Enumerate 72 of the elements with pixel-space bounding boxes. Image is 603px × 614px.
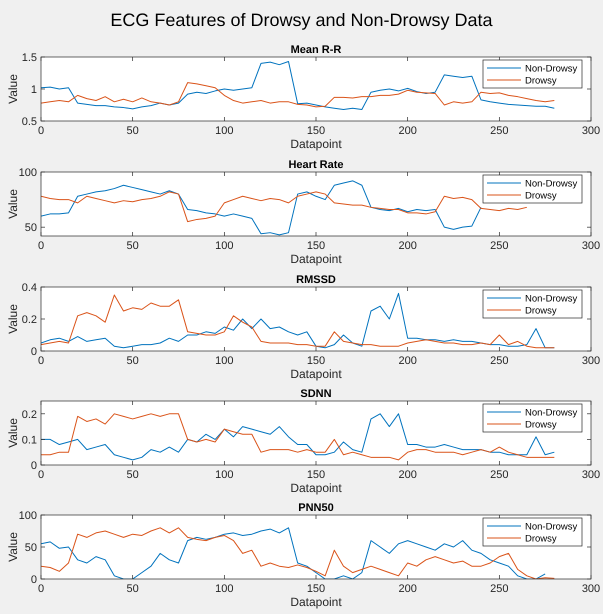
- chart-title: ECG Features of Drowsy and Non-Drowsy Data: [110, 10, 494, 30]
- y-tick-label: 0: [30, 346, 37, 358]
- legend-label: Drowsy: [525, 190, 557, 202]
- y-axis-title: Value: [6, 418, 20, 448]
- x-tick-label: 250: [490, 583, 509, 595]
- chart-title: SDNN: [300, 388, 332, 400]
- x-tick-label: 100: [215, 240, 234, 252]
- line-series: [41, 180, 482, 236]
- x-tick-label: 250: [490, 240, 509, 252]
- x-tick-label: 300: [582, 469, 600, 481]
- chart-title: RMSSD: [296, 274, 336, 286]
- legend-label: Non-Drowsy: [525, 64, 578, 74]
- x-tick-label: 250: [490, 355, 509, 367]
- x-tick-label: 50: [126, 355, 139, 367]
- x-axis-title: Datapoint: [290, 252, 342, 266]
- legend-label: Drowsy: [525, 306, 557, 316]
- x-tick-label: 100: [215, 125, 234, 137]
- legend-label: Drowsy: [525, 76, 557, 86]
- legend-label: Drowsy: [525, 420, 557, 430]
- legend-label: Non-Drowsy: [525, 178, 578, 190]
- y-tick-label: 0: [30, 460, 37, 472]
- x-tick-label: 150: [306, 469, 326, 481]
- y-tick-label: 50: [24, 222, 37, 234]
- y-tick-label: 0: [30, 574, 37, 586]
- y-tick-label: 1: [30, 84, 37, 96]
- y-tick-label: 100: [18, 510, 37, 522]
- y-axis-title: Value: [6, 188, 20, 219]
- x-tick-label: 50: [126, 125, 139, 137]
- x-tick-label: 50: [126, 583, 139, 595]
- y-tick-label: 50: [24, 542, 37, 554]
- x-tick-label: 200: [398, 583, 417, 595]
- x-tick-label: 300: [582, 125, 600, 137]
- x-tick-label: 200: [398, 240, 417, 252]
- x-tick-label: 150: [306, 583, 326, 595]
- x-tick-label: 100: [215, 469, 234, 481]
- y-axis-title: Value: [6, 304, 20, 334]
- x-tick-label: 250: [490, 469, 509, 481]
- x-tick-label: 200: [398, 125, 417, 137]
- x-tick-label: 300: [582, 240, 600, 252]
- x-axis-title: Datapoint: [290, 367, 342, 381]
- x-tick-label: 200: [398, 355, 417, 367]
- legend-label: Non-Drowsy: [525, 294, 578, 304]
- y-axis-title: Value: [6, 532, 20, 562]
- x-tick-label: 100: [215, 355, 234, 367]
- y-tick-label: 0.1: [22, 434, 37, 446]
- chart-title: PNN50: [298, 502, 334, 514]
- y-tick-label: 1.5: [22, 52, 37, 64]
- y-axis-title: Value: [6, 74, 20, 104]
- x-tick-label: 300: [582, 355, 600, 367]
- x-tick-label: 250: [490, 125, 509, 137]
- x-tick-label: 50: [126, 240, 139, 252]
- legend-label: Drowsy: [525, 534, 557, 544]
- x-axis-title: Datapoint: [290, 595, 342, 609]
- line-series: [41, 191, 528, 222]
- x-tick-label: 150: [306, 355, 326, 367]
- x-tick-label: 150: [306, 125, 326, 137]
- chart-title: Heart Rate: [288, 159, 344, 171]
- legend-label: Non-Drowsy: [525, 522, 578, 532]
- x-tick-label: 50: [126, 469, 139, 481]
- x-tick-label: 100: [215, 583, 234, 595]
- y-tick-label: 0.2: [22, 408, 37, 421]
- x-tick-label: 200: [398, 469, 417, 481]
- x-axis-title: Datapoint: [290, 481, 342, 495]
- y-tick-label: 0.5: [22, 116, 37, 128]
- chart-subtitle: Mean R-R: [290, 44, 342, 56]
- y-tick-label: 0.2: [22, 314, 37, 326]
- y-tick-label: 0.4: [22, 282, 37, 294]
- x-axis-title: Datapoint: [290, 137, 342, 151]
- y-tick-label: 100: [18, 167, 37, 179]
- legend-label: Non-Drowsy: [525, 408, 578, 418]
- x-tick-label: 150: [306, 240, 326, 252]
- x-tick-label: 300: [582, 583, 600, 595]
